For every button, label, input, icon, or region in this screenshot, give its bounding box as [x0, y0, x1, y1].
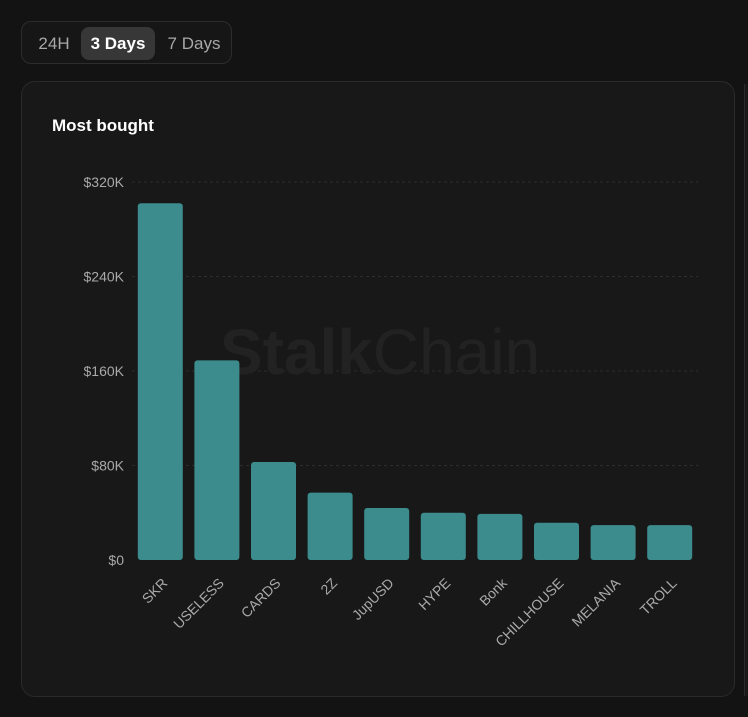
bar-2z[interactable]	[307, 492, 353, 560]
next-card-edge	[744, 84, 748, 696]
time-range-tabs: 24H 3 Days 7 Days	[21, 21, 232, 64]
bar-melania[interactable]	[590, 525, 636, 560]
bar-cards[interactable]	[251, 461, 296, 560]
x-tick-label: TROLL	[637, 575, 680, 618]
y-tick-label: $320K	[84, 174, 125, 190]
chart-title: Most bought	[52, 116, 154, 135]
bar-bonk[interactable]	[477, 513, 523, 560]
y-tick-label: $240K	[84, 269, 125, 285]
x-tick-label: 2Z	[317, 574, 340, 597]
x-tick-label: MELANIA	[568, 574, 623, 629]
x-tick-label: HYPE	[415, 575, 453, 613]
watermark: StalkChain	[220, 316, 540, 388]
bar-jupusd[interactable]	[364, 508, 410, 560]
bar-useless[interactable]	[194, 360, 240, 560]
bar-chillhouse[interactable]	[534, 522, 579, 560]
x-tick-label: SKR	[139, 575, 171, 607]
y-tick-label: $0	[108, 552, 124, 568]
x-tick-label: Bonk	[476, 574, 511, 609]
x-tick-label: CARDS	[238, 575, 284, 621]
y-tick-label: $160K	[84, 363, 125, 379]
tab-3-days[interactable]: 3 Days	[81, 27, 155, 60]
y-tick-label: $80K	[91, 458, 124, 474]
bar-skr[interactable]	[137, 203, 183, 560]
bar-hype[interactable]	[420, 512, 466, 560]
x-tick-label: USELESS	[170, 575, 227, 632]
x-tick-label: JupUSD	[349, 575, 397, 623]
tab-24h[interactable]: 24H	[38, 34, 70, 53]
bar-troll[interactable]	[647, 525, 693, 560]
tab-7-days[interactable]: 7 Days	[167, 34, 221, 53]
